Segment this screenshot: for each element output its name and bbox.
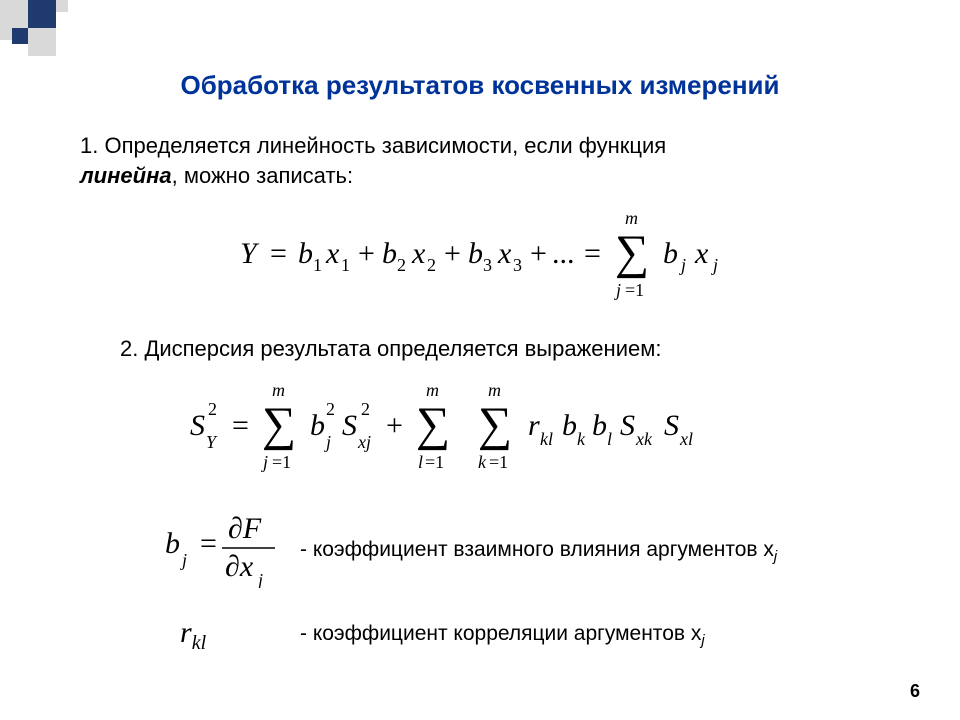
def1-text: - коэффициент взаимного влияния аргумент…	[300, 538, 777, 565]
svg-text:=: =	[232, 409, 249, 442]
page-number: 6	[910, 681, 920, 702]
para1-part-a: 1. Определяется линейность зависимости, …	[80, 133, 666, 158]
definition-2: rkl - коэффициент корреляции аргументов …	[160, 616, 900, 655]
svg-text:=1: =1	[272, 452, 291, 472]
svg-text:∑: ∑	[615, 226, 649, 279]
svg-text:m: m	[426, 380, 439, 400]
svg-text:k: k	[478, 452, 487, 472]
svg-text:=1: =1	[625, 280, 644, 300]
svg-text:...: ...	[552, 237, 575, 270]
corner-decoration	[0, 0, 120, 60]
svg-text:S: S	[342, 409, 357, 442]
svg-text:j: j	[256, 570, 263, 588]
svg-text:xl: xl	[679, 429, 693, 449]
svg-text:b: b	[562, 409, 577, 442]
svg-text:Y: Y	[240, 237, 260, 270]
svg-text:S: S	[620, 409, 635, 442]
svg-text:S: S	[190, 409, 205, 442]
svg-text:=: =	[270, 237, 287, 270]
svg-text:j: j	[614, 280, 621, 300]
slide-title: Обработка результатов косвенных измерени…	[60, 70, 900, 101]
svg-text:l: l	[607, 429, 612, 449]
equation-2: S 2 Y = ∑ m j=1 b2j S2xj + ∑ m l=1 ∑ m k…	[60, 380, 900, 480]
svg-text:xk: xk	[635, 429, 653, 449]
svg-text:l: l	[418, 452, 423, 472]
svg-text:∂F: ∂F	[228, 512, 262, 545]
svg-text:b: b	[592, 409, 607, 442]
svg-text:3: 3	[483, 255, 492, 275]
svg-text:3: 3	[513, 255, 522, 275]
svg-text:∑: ∑	[262, 398, 296, 451]
svg-text:m: m	[272, 380, 285, 400]
svg-text:x: x	[325, 237, 340, 270]
svg-text:j: j	[679, 255, 686, 275]
svg-text:2: 2	[208, 399, 217, 419]
para1-part-c: , можно записать:	[172, 163, 353, 188]
svg-text:=: =	[200, 527, 217, 560]
svg-text:j: j	[711, 255, 718, 275]
svg-text:+: +	[444, 237, 461, 270]
para1-part-b: линейна	[80, 163, 172, 188]
def1-symbol: bj = ∂F ∂xj	[160, 508, 300, 594]
svg-text:x: x	[411, 237, 426, 270]
svg-text:Y: Y	[206, 432, 218, 452]
svg-text:∂x: ∂x	[225, 550, 254, 583]
svg-text:2: 2	[361, 399, 370, 419]
svg-text:+: +	[358, 237, 375, 270]
svg-text:1: 1	[341, 255, 350, 275]
equation-1: Y = b1 x1 + b2 x2 + b3 x3 + ... = ∑ m j …	[60, 208, 900, 308]
svg-text:x: x	[497, 237, 512, 270]
svg-text:xj: xj	[357, 432, 371, 452]
svg-text:b: b	[468, 237, 483, 270]
def2-text: - коэффициент корреляции аргументов xj	[300, 622, 705, 649]
svg-text:=1: =1	[425, 452, 444, 472]
svg-text:kl: kl	[540, 429, 553, 449]
svg-text:=1: =1	[489, 452, 508, 472]
svg-text:+: +	[530, 237, 547, 270]
svg-text:j: j	[261, 452, 268, 472]
svg-text:b: b	[298, 237, 313, 270]
svg-text:+: +	[386, 409, 403, 442]
slide-content: Обработка результатов косвенных измерени…	[0, 0, 960, 655]
svg-text:∑: ∑	[416, 398, 450, 451]
paragraph-2: 2. Дисперсия результата определяется выр…	[120, 336, 900, 362]
svg-text:∑: ∑	[478, 398, 512, 451]
svg-text:b: b	[310, 409, 325, 442]
def2-symbol: rkl	[160, 616, 300, 655]
svg-text:b: b	[165, 527, 180, 560]
svg-text:b: b	[663, 237, 678, 270]
svg-text:1: 1	[313, 255, 322, 275]
svg-text:x: x	[694, 237, 709, 270]
svg-text:r: r	[528, 409, 540, 442]
svg-text:=: =	[584, 237, 601, 270]
svg-text:2: 2	[397, 255, 406, 275]
svg-text:m: m	[625, 208, 638, 228]
svg-text:b: b	[382, 237, 397, 270]
definition-1: bj = ∂F ∂xj - коэффициент взаимного влия…	[160, 508, 900, 594]
svg-text:2: 2	[326, 399, 335, 419]
svg-text:k: k	[577, 429, 586, 449]
svg-text:2: 2	[427, 255, 436, 275]
svg-text:j: j	[180, 550, 187, 570]
svg-text:m: m	[488, 380, 501, 400]
paragraph-1: 1. Определяется линейность зависимости, …	[80, 131, 900, 190]
svg-text:S: S	[664, 409, 679, 442]
svg-text:j: j	[324, 432, 331, 452]
